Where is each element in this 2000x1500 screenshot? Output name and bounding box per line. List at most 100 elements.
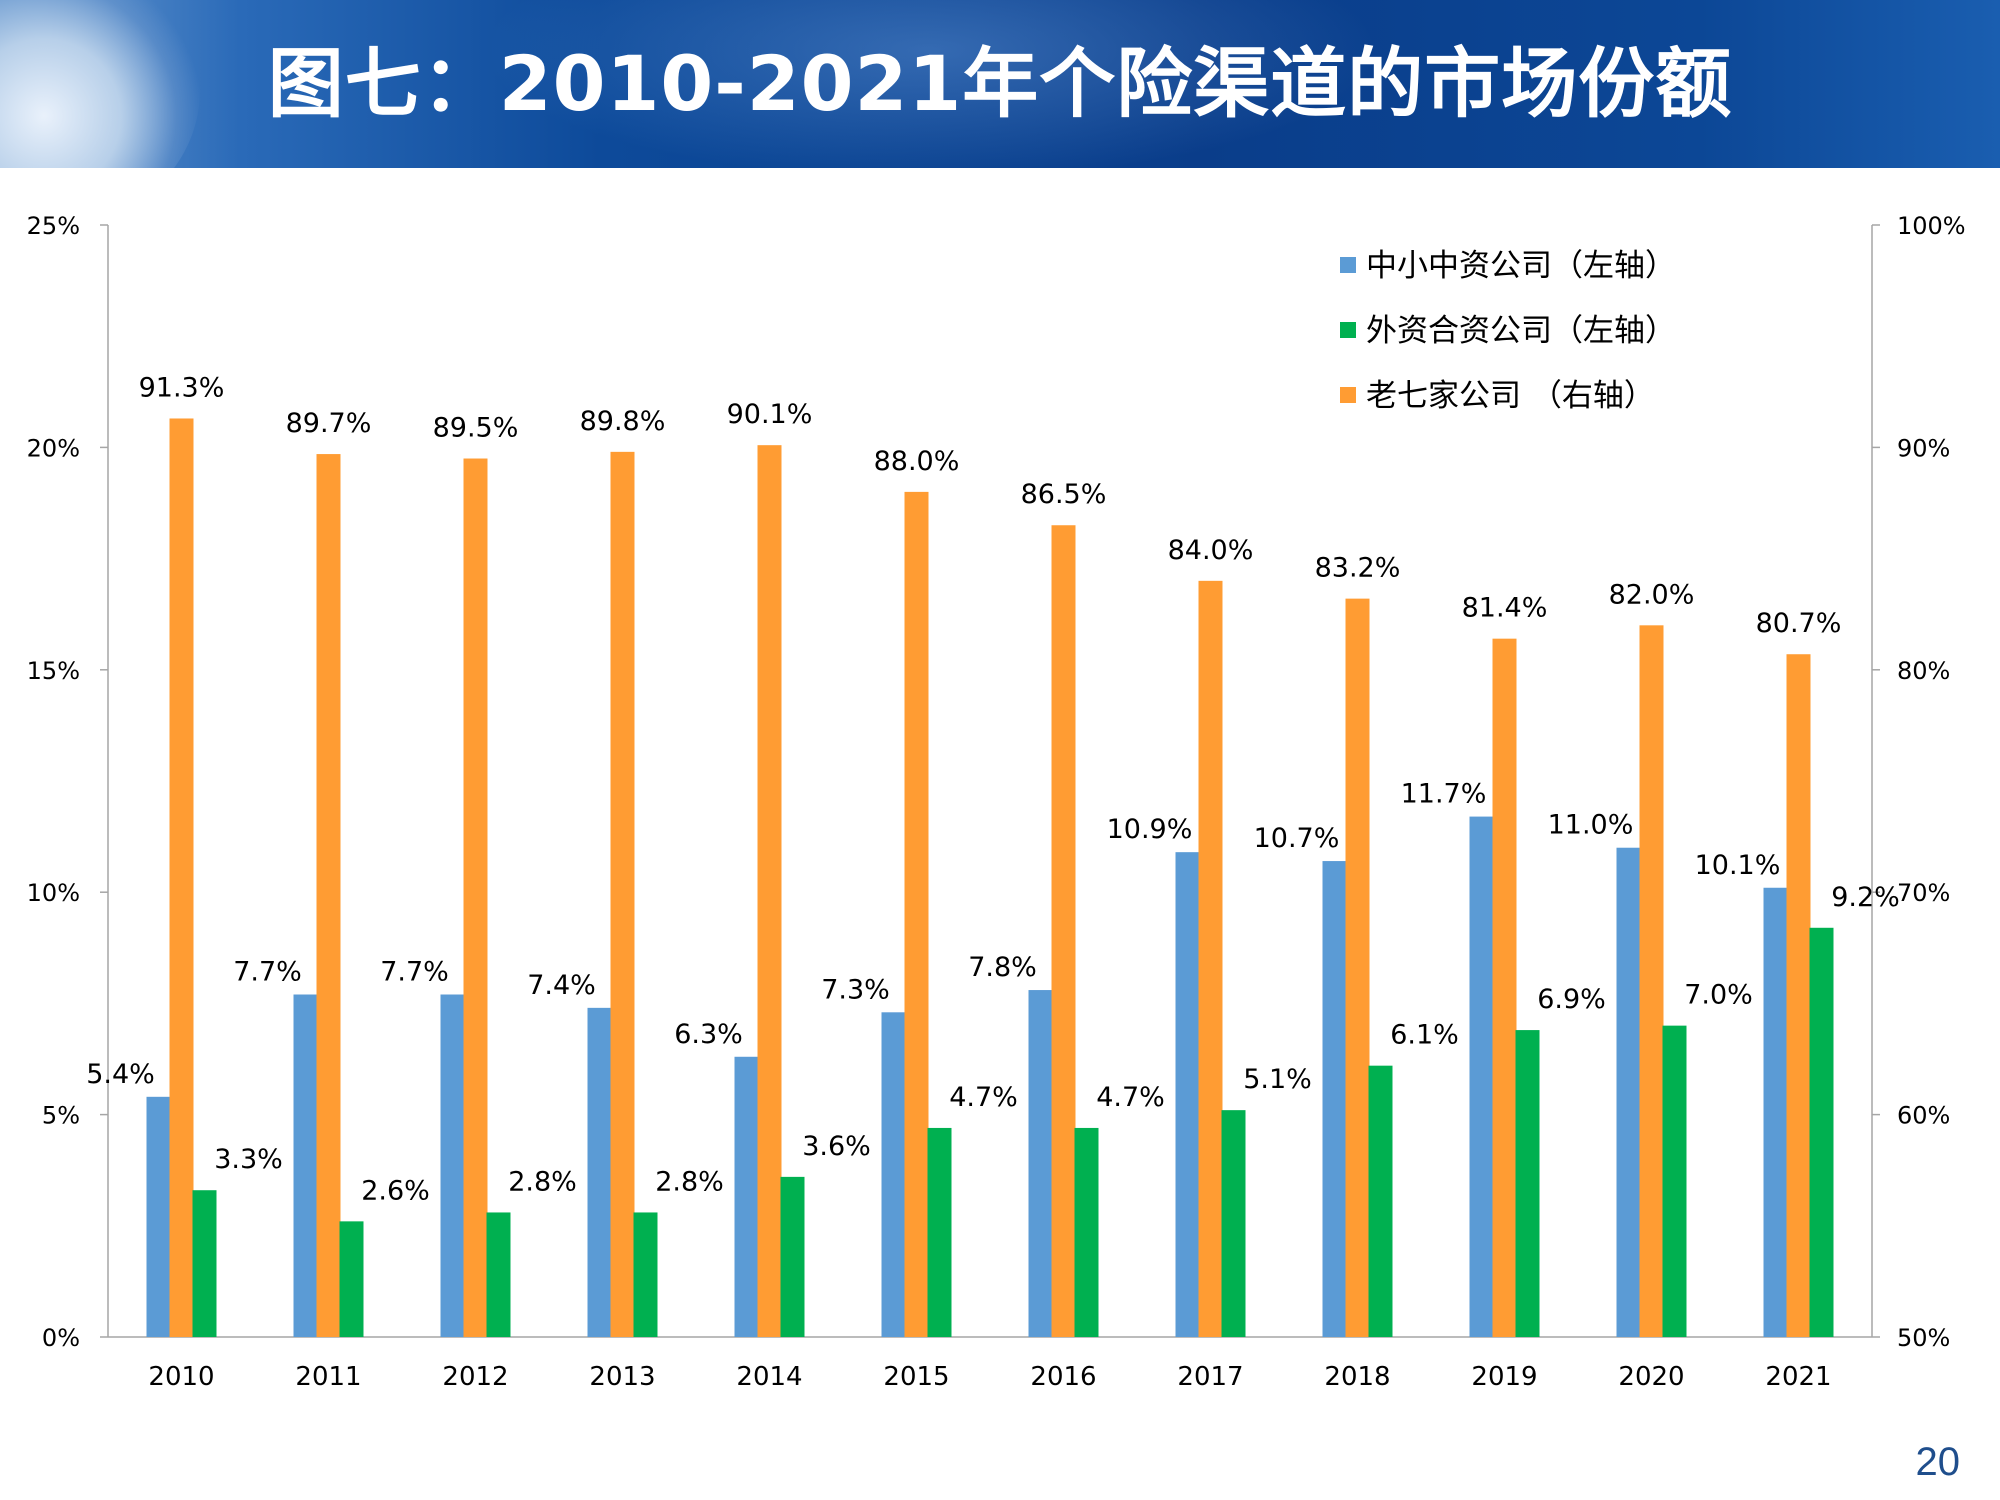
left-axis-tick-label: 0%	[42, 1324, 80, 1352]
data-label-orange: 90.1%	[727, 399, 813, 430]
bar-blue-2016	[1028, 990, 1053, 1337]
right-axis-tick-label: 60%	[1897, 1102, 1950, 1130]
x-axis-tick-label: 2010	[148, 1362, 214, 1392]
bar-orange-2018	[1345, 598, 1370, 1337]
data-label-blue: 5.4%	[86, 1059, 155, 1090]
data-label-blue: 7.7%	[233, 957, 302, 988]
bar-blue-2013	[587, 1007, 612, 1337]
data-label-blue: 7.3%	[821, 974, 890, 1005]
data-label-blue: 10.1%	[1695, 850, 1781, 881]
bar-green-2021	[1809, 927, 1834, 1337]
bar-orange-2019	[1492, 638, 1517, 1337]
chart-bars	[146, 418, 1834, 1337]
bar-blue-2015	[881, 1012, 906, 1337]
bar-green-2010	[192, 1190, 217, 1337]
data-label-blue: 6.3%	[674, 1019, 743, 1050]
x-axis-tick-label: 2015	[883, 1362, 949, 1392]
data-label-orange: 91.3%	[139, 372, 225, 403]
legend-label: 老七家公司 （右轴）	[1366, 378, 1655, 414]
bar-green-2020	[1662, 1025, 1687, 1337]
bar-orange-2015	[904, 491, 929, 1337]
data-label-orange: 83.2%	[1315, 553, 1401, 584]
title-banner: 图七：2010-2021年个险渠道的市场份额	[0, 0, 2000, 168]
bar-blue-2011	[293, 994, 318, 1337]
data-label-blue: 7.7%	[380, 957, 449, 988]
data-label-orange: 89.7%	[286, 408, 372, 439]
bar-green-2013	[633, 1212, 658, 1337]
x-axis-tick-label: 2016	[1030, 1362, 1096, 1392]
data-label-green: 4.7%	[1096, 1082, 1165, 1113]
bar-blue-2021	[1763, 887, 1788, 1337]
bar-green-2016	[1074, 1127, 1099, 1337]
data-label-orange: 88.0%	[874, 446, 960, 477]
data-label-blue: 11.0%	[1548, 810, 1634, 841]
bar-orange-2013	[610, 451, 635, 1337]
data-label-orange: 89.8%	[580, 406, 666, 437]
bar-orange-2010	[169, 418, 194, 1337]
bar-orange-2016	[1051, 525, 1076, 1337]
right-axis-tick-label: 50%	[1897, 1324, 1950, 1352]
x-axis-tick-label: 2011	[295, 1362, 361, 1392]
data-label-green: 6.9%	[1537, 984, 1606, 1015]
legend-label: 中小中资公司（左轴）	[1366, 248, 1676, 284]
x-axis-tick-label: 2014	[736, 1362, 802, 1392]
x-axis-tick-label: 2017	[1177, 1362, 1243, 1392]
bar-blue-2010	[146, 1096, 171, 1337]
bar-blue-2018	[1322, 861, 1347, 1337]
data-label-green: 6.1%	[1390, 1020, 1459, 1051]
right-axis-tick-label: 100%	[1897, 212, 1966, 240]
right-axis-tick-label: 80%	[1897, 657, 1950, 685]
data-label-orange: 84.0%	[1168, 535, 1254, 566]
chart-legend: 中小中资公司（左轴） 外资合资公司（左轴） 老七家公司 （右轴）	[1340, 248, 1676, 414]
data-label-green: 3.3%	[214, 1144, 283, 1175]
bar-green-2014	[780, 1176, 805, 1337]
data-label-green: 2.6%	[361, 1175, 430, 1206]
bar-orange-2012	[463, 458, 488, 1337]
x-axis-tick-label: 2019	[1471, 1362, 1537, 1392]
bar-green-2018	[1368, 1065, 1393, 1337]
bar-blue-2014	[734, 1056, 759, 1337]
bar-green-2015	[927, 1127, 952, 1337]
data-label-green: 2.8%	[508, 1166, 577, 1197]
data-label-orange: 82.0%	[1609, 579, 1695, 610]
x-axis-tick-label: 2012	[442, 1362, 508, 1392]
x-axis-tick-label: 2021	[1765, 1362, 1831, 1392]
left-axis-tick-label: 10%	[27, 879, 80, 907]
bar-green-2017	[1221, 1110, 1246, 1337]
data-label-blue: 10.7%	[1254, 823, 1340, 854]
data-label-orange: 80.7%	[1756, 608, 1842, 639]
data-label-green: 2.8%	[655, 1166, 724, 1197]
bar-orange-2014	[757, 445, 782, 1337]
data-label-green: 3.6%	[802, 1131, 871, 1162]
data-label-orange: 89.5%	[433, 413, 519, 444]
chart-data-labels: 5.4% 7.7% 7.7% 7.4% 6.3% 7.3% 7.8% 10.9% 10.7% 11…	[86, 372, 1900, 1206]
data-label-green: 9.2%	[1831, 882, 1900, 913]
banner-decoration	[0, 0, 200, 168]
data-label-green: 4.7%	[949, 1082, 1018, 1113]
slide-title: 图七：2010-2021年个险渠道的市场份额	[267, 39, 1733, 128]
bar-blue-2019	[1469, 816, 1494, 1337]
bar-blue-2017	[1175, 852, 1200, 1337]
legend-label: 外资合资公司（左轴）	[1366, 313, 1676, 349]
x-axis-tick-label: 2013	[589, 1362, 655, 1392]
bar-green-2011	[339, 1221, 364, 1337]
bar-orange-2020	[1639, 625, 1664, 1337]
legend-swatch	[1340, 322, 1356, 338]
x-axis-tick-label: 2018	[1324, 1362, 1390, 1392]
page-number: 20	[1915, 1440, 1961, 1484]
data-label-blue: 7.8%	[968, 952, 1037, 983]
data-label-orange: 81.4%	[1462, 593, 1548, 624]
left-axis-tick-label: 15%	[27, 657, 80, 685]
legend-swatch	[1340, 387, 1356, 403]
data-label-orange: 86.5%	[1021, 479, 1107, 510]
bar-green-2012	[486, 1212, 511, 1337]
chart-axes: 0% 5% 10% 15% 20% 25% 50% 60% 70% 80% 90% 100% 2010 2…	[27, 212, 1966, 1392]
left-axis-tick-label: 20%	[27, 434, 80, 462]
left-axis-tick-label: 5%	[42, 1102, 80, 1130]
bar-blue-2012	[440, 994, 465, 1337]
banner-glow	[480, 0, 1380, 168]
bar-green-2019	[1515, 1030, 1540, 1337]
left-axis-tick-label: 25%	[27, 212, 80, 240]
bar-orange-2021	[1786, 654, 1811, 1337]
